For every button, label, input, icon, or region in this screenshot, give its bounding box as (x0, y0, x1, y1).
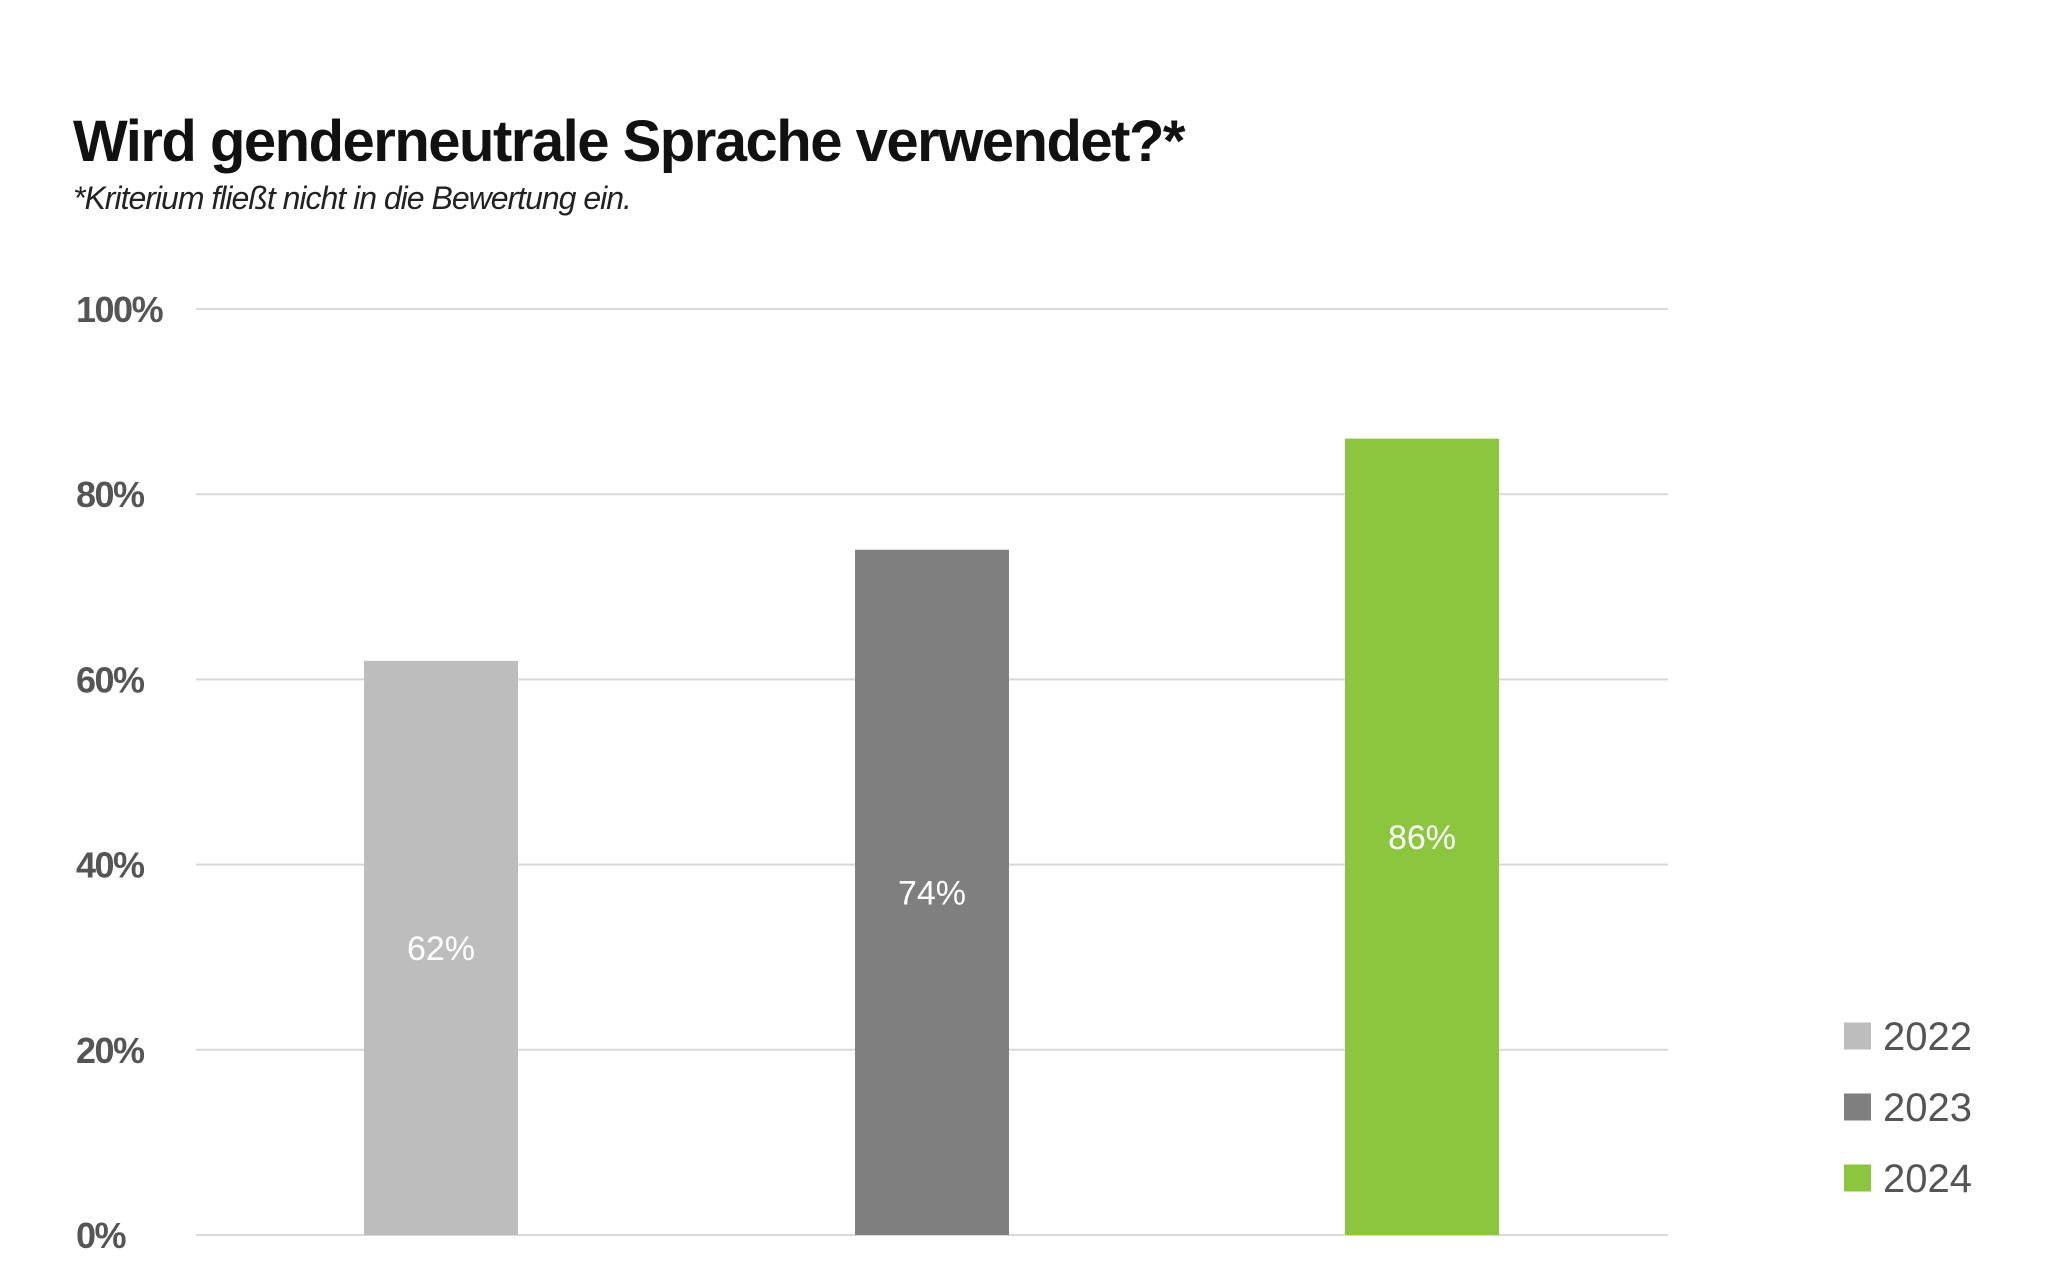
y-axis-ticks: 0% 20% 40% 60% 80% 100% (76, 289, 165, 1256)
bar-value-label: 74% (898, 874, 966, 912)
bar-2023 (855, 549, 1009, 1235)
legend: 2022 2023 2024 (1844, 1015, 1972, 1201)
bar-value-label: 62% (407, 930, 475, 968)
legend-swatch-2024 (1844, 1164, 1871, 1192)
y-tick-label: 20% (76, 1030, 145, 1071)
legend-label: 2023 (1883, 1086, 1972, 1130)
legend-swatch-2023 (1844, 1093, 1871, 1121)
legend-swatch-2022 (1844, 1022, 1871, 1050)
bar-value-labels: 62% 74% 86% (407, 819, 1456, 968)
y-tick-label: 60% (76, 659, 145, 700)
y-tick-label: 100% (76, 289, 164, 330)
y-tick-label: 80% (76, 474, 145, 515)
chart-title: Wird genderneutrale Sprache verwendet?* (73, 109, 1185, 174)
y-tick-label: 40% (76, 845, 145, 886)
legend-label: 2022 (1883, 1015, 1972, 1059)
chart-subtitle: *Kriterium fließt nicht in die Bewertung… (73, 180, 632, 216)
bars (364, 438, 1499, 1235)
legend-label: 2024 (1883, 1157, 1972, 1201)
y-tick-label: 0% (76, 1215, 127, 1256)
bar-2024 (1345, 438, 1499, 1235)
bar-2022 (364, 660, 518, 1235)
bar-value-label: 86% (1388, 819, 1456, 857)
